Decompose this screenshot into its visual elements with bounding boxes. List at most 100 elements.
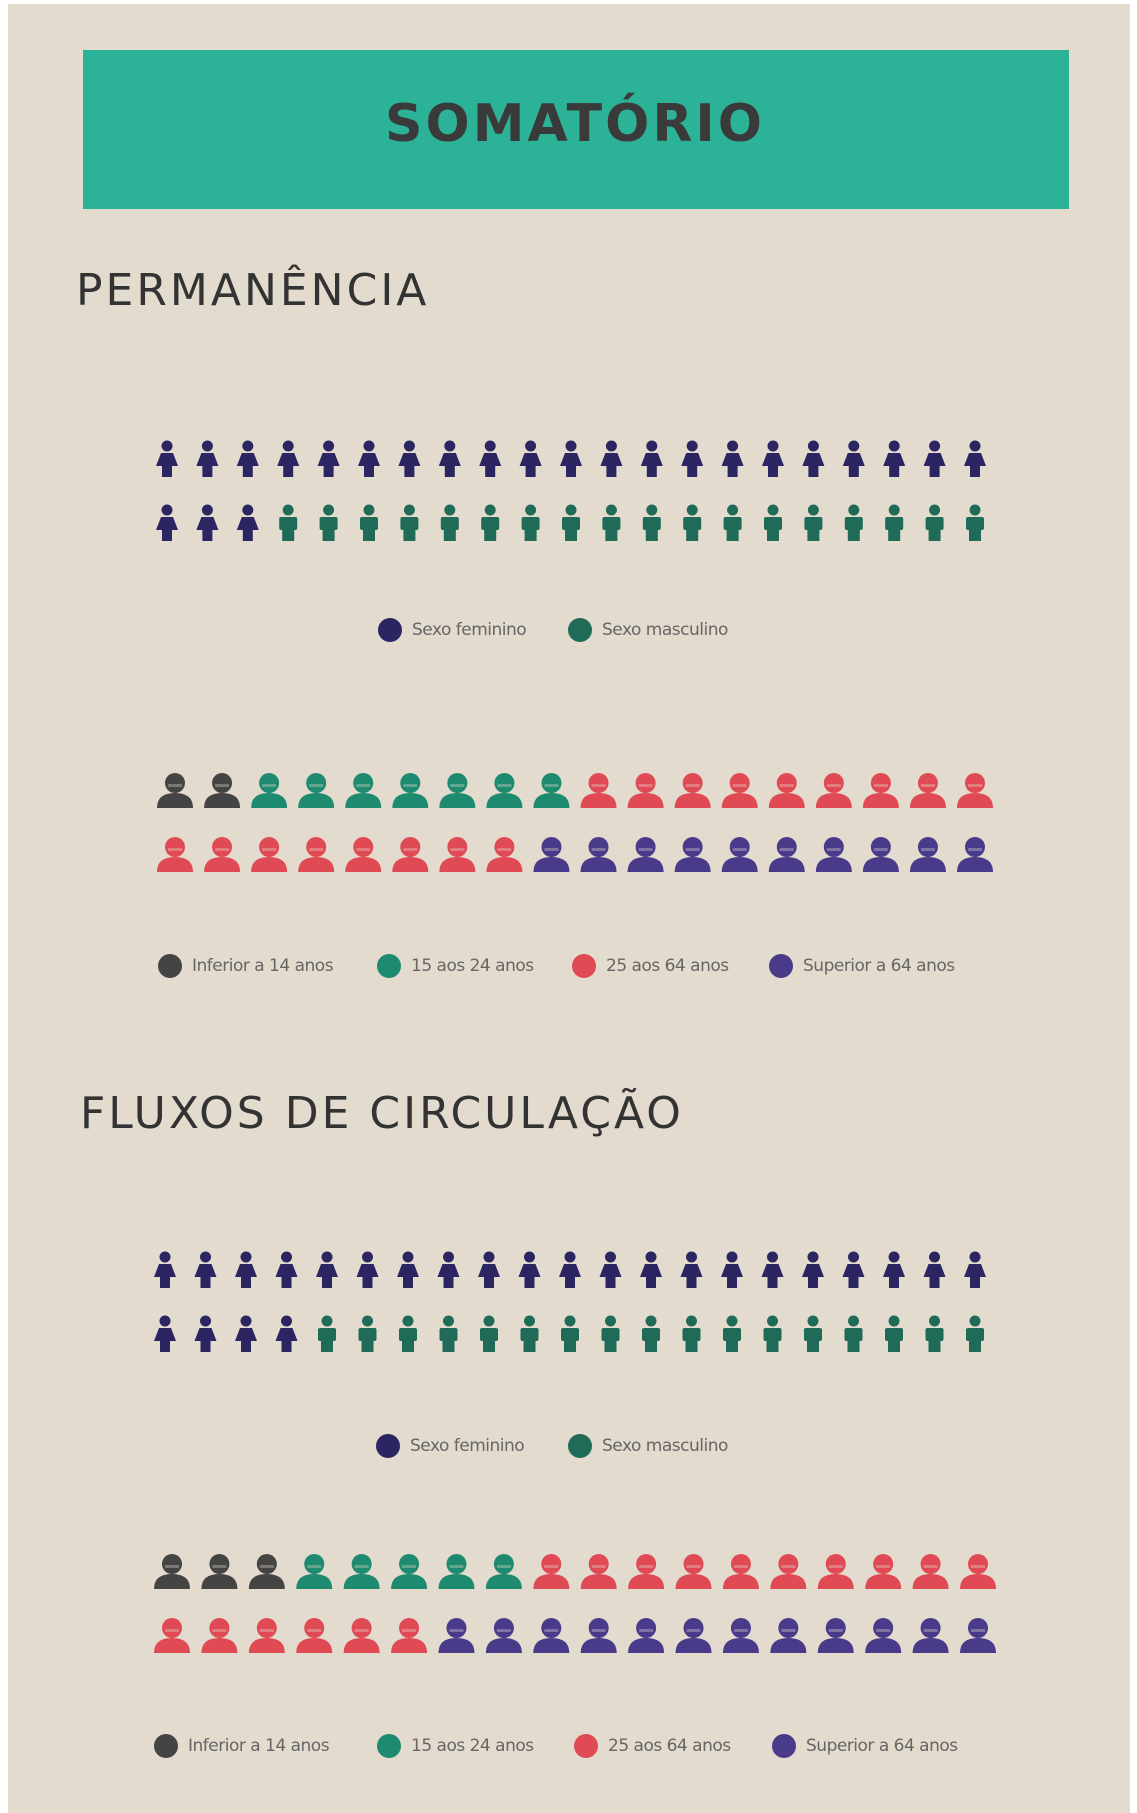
pictogram-icon (675, 1554, 712, 1589)
pictogram-icon (345, 773, 382, 808)
icon-body (399, 1328, 417, 1341)
icon-head (212, 773, 233, 793)
pictogram-icon (154, 1251, 176, 1288)
pictogram-icon (398, 440, 421, 477)
legend-label: Sexo masculino (602, 1436, 728, 1456)
icon-head (565, 504, 577, 516)
icon-head (256, 1554, 277, 1574)
icon-body (923, 1264, 946, 1288)
icon-head (259, 837, 280, 857)
icon-head (444, 504, 456, 516)
pictogram-icon (721, 440, 744, 477)
icon-shoulders (533, 1574, 570, 1589)
icon-face (638, 848, 653, 851)
legend-dot (769, 954, 793, 978)
pictogram-icon (602, 504, 621, 541)
icon-body (479, 453, 502, 477)
icon-face (968, 848, 982, 851)
icon-face (781, 1629, 796, 1632)
pictogram-icon (518, 1251, 541, 1288)
icon-face (779, 784, 794, 787)
pictogram-icon (802, 440, 825, 477)
pictogram-icon (236, 504, 259, 541)
icon-face (876, 1565, 891, 1568)
pictogram-icon (815, 837, 852, 872)
icon-shoulders (960, 1574, 996, 1589)
pictogram-icon (485, 1618, 522, 1653)
icon-legs (483, 1341, 495, 1352)
icon-head (362, 1251, 373, 1263)
icon-legs (523, 1341, 536, 1352)
icon-legs (604, 1341, 617, 1352)
pictogram-icon (580, 773, 617, 808)
icon-head (776, 773, 797, 793)
pictogram-icon (519, 440, 542, 477)
icon-body (156, 517, 178, 541)
icon-head (635, 837, 656, 857)
pictogram-icon (628, 1554, 665, 1589)
pictogram-icon (478, 1251, 500, 1288)
icon-body (883, 453, 906, 477)
icon-head (968, 1554, 988, 1574)
pictogram-icon (345, 837, 382, 872)
background (8, 4, 1130, 1813)
icon-head (403, 504, 415, 516)
legend-dot (572, 954, 596, 978)
pictogram-icon (842, 440, 865, 477)
icon-head (767, 1315, 778, 1327)
icon-shoulders (580, 857, 617, 872)
icon-head (240, 1251, 252, 1263)
legend-dot (568, 618, 592, 642)
icon-face (307, 1629, 322, 1632)
pictogram-icon (298, 837, 335, 872)
icon-shoulders (862, 857, 899, 872)
pictogram-icon (196, 440, 219, 477)
icon-head (929, 504, 941, 516)
pictogram-icon (279, 504, 298, 541)
pictogram-icon (844, 1315, 863, 1352)
pictogram-icon (439, 773, 476, 808)
pictogram-icon (722, 1554, 759, 1589)
pictogram-icon (680, 1251, 703, 1288)
icon-body (279, 517, 298, 530)
icon-head (726, 1251, 738, 1263)
pictogram-icon (275, 1315, 298, 1352)
icon-face (402, 1629, 417, 1632)
icon-body (764, 517, 782, 530)
icon-head (209, 1618, 230, 1638)
icon-face (309, 848, 324, 851)
icon-legs (888, 530, 901, 541)
pictogram-icon (723, 1315, 741, 1352)
icon-face (544, 848, 559, 851)
icon-shoulders (721, 857, 758, 872)
icon-head (525, 440, 537, 452)
icon-face (450, 848, 465, 851)
icon-face (923, 1565, 938, 1568)
icon-body (194, 1328, 217, 1352)
pictogram-icon (925, 504, 944, 541)
icon-body (966, 1328, 984, 1341)
icon-shoulders (345, 793, 382, 808)
icon-shoulders (251, 793, 288, 808)
icon-body (196, 517, 219, 541)
icon-shoulders (770, 1638, 807, 1653)
icon-head (323, 504, 335, 516)
icon-head (564, 1251, 576, 1263)
legend-label: Sexo masculino (602, 620, 728, 640)
icon-head (848, 504, 860, 516)
pictogram-icon (559, 1251, 581, 1288)
icon-shoulders (580, 1574, 617, 1589)
icon-head (256, 1618, 277, 1638)
icon-legs (847, 530, 860, 541)
icon-head (920, 1554, 941, 1574)
icon-head (162, 1554, 182, 1574)
icon-face (402, 1565, 417, 1568)
legend-dot (574, 1734, 598, 1758)
icon-legs (524, 530, 537, 541)
icon-head (636, 1618, 657, 1638)
icon-face (165, 1565, 179, 1568)
icon-head (683, 1618, 704, 1638)
pictogram-icon (194, 1315, 217, 1352)
icon-head (588, 1554, 609, 1574)
